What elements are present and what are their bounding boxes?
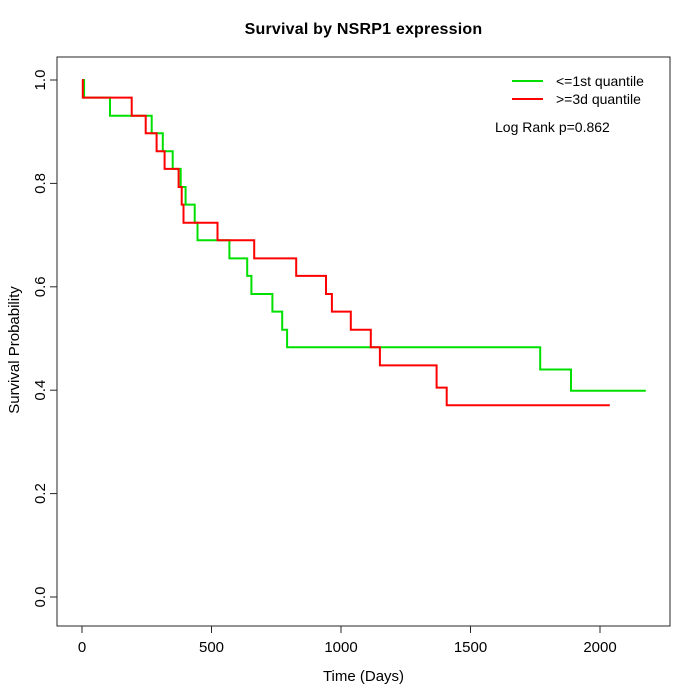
survival-curve-high-expression bbox=[81, 79, 610, 407]
chart-title: Survival by NSRP1 expression bbox=[244, 21, 483, 38]
survival-curve-low-expression bbox=[82, 79, 646, 392]
x-tick-label: 1500 bbox=[454, 639, 487, 656]
legend-item-low-label: <=1st quantile bbox=[556, 73, 644, 89]
x-tick-label: 1000 bbox=[324, 639, 357, 656]
x-axis-title: Time (Days) bbox=[322, 668, 405, 685]
x-tick-label: 2000 bbox=[583, 639, 616, 656]
legend-item-high-label: >=3d quantile bbox=[556, 91, 641, 107]
y-tick-label: 0.4 bbox=[32, 380, 49, 401]
x-tick-label: 0 bbox=[78, 639, 86, 656]
log-rank-annotation: Log Rank p=0.862 bbox=[495, 119, 610, 135]
y-tick-label: 0.8 bbox=[32, 173, 49, 194]
y-tick-label: 0.0 bbox=[32, 587, 49, 608]
x-tick-label: 500 bbox=[199, 639, 224, 656]
y-tick-label: 0.2 bbox=[32, 483, 49, 504]
y-tick-label: 0.6 bbox=[32, 276, 49, 297]
y-tick-label: 1.0 bbox=[32, 70, 49, 91]
plot-border bbox=[56, 56, 671, 627]
y-axis-title: Survival Probability bbox=[6, 286, 23, 414]
